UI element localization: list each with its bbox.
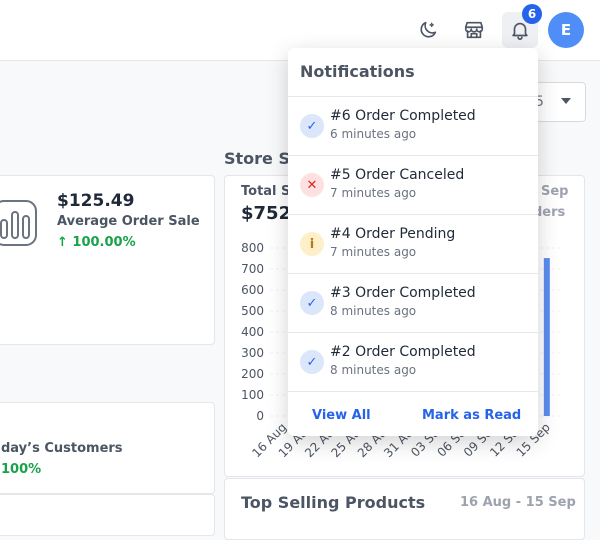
chevron-down-icon	[561, 98, 571, 104]
y-tick-label: 700	[241, 262, 264, 276]
view-all-link[interactable]: View All	[312, 408, 371, 423]
date-filter-value: 5	[535, 94, 544, 110]
y-tick-label: 200	[241, 367, 264, 381]
check-icon: ✓	[300, 114, 324, 138]
notifications-title: Notifications	[300, 62, 415, 81]
customers-change: 100%	[1, 462, 42, 477]
theme-moon-icon[interactable]	[410, 12, 446, 48]
y-tick-label: 300	[241, 346, 264, 360]
top-selling-card: Top Selling Products 16 Aug - 15 Sep	[224, 478, 585, 540]
notification-time: 7 minutes ago	[330, 245, 417, 259]
total-sales-label: Total Sa	[241, 184, 300, 199]
notification-item[interactable]: ✕ #5 Order Canceled 7 minutes ago	[288, 155, 538, 215]
y-tick-label: 100	[241, 388, 264, 402]
notification-time: 8 minutes ago	[330, 304, 417, 318]
notification-time: 6 minutes ago	[330, 127, 417, 141]
top-selling-date-range: 16 Aug - 15 Sep	[460, 495, 576, 510]
notification-item[interactable]: ✓ #3 Order Completed 8 minutes ago	[288, 273, 538, 333]
customers-label: day’s Customers	[1, 441, 123, 456]
notifications-footer: View All Mark as Read	[288, 391, 538, 437]
notification-count-badge: 6	[522, 4, 542, 24]
info-icon: i	[300, 232, 324, 256]
customers-card: day’s Customers 100%	[0, 402, 215, 494]
average-order-label: Average Order Sale	[57, 214, 200, 229]
y-tick-label: 800	[241, 241, 264, 255]
average-order-card: $125.49 Average Order Sale ↑ 100.00%	[0, 175, 215, 345]
notification-title: #2 Order Completed	[330, 344, 476, 360]
notifications-dropdown: Notifications ✓ #6 Order Completed 6 min…	[288, 48, 538, 436]
average-order-change: ↑ 100.00%	[57, 235, 136, 250]
notification-item[interactable]: ✓ #2 Order Completed 8 minutes ago	[288, 332, 538, 392]
avatar[interactable]: E	[548, 12, 584, 48]
mark-as-read-link[interactable]: Mark as Read	[422, 408, 522, 423]
notification-title: #5 Order Canceled	[330, 167, 465, 183]
sales-date-range: Sep	[541, 184, 569, 199]
notification-title: #4 Order Pending	[330, 226, 456, 242]
orders-label: ders	[533, 205, 566, 220]
y-tick-label: 400	[241, 325, 264, 339]
store-sales-title: Store S	[224, 149, 290, 168]
check-icon: ✓	[300, 291, 324, 315]
y-tick-label: 500	[241, 304, 264, 318]
store-icon[interactable]	[456, 12, 492, 48]
notification-title: #6 Order Completed	[330, 108, 476, 124]
notification-title: #3 Order Completed	[330, 285, 476, 301]
arrow-up-icon: ↑	[57, 235, 73, 250]
x-icon: ✕	[300, 173, 324, 197]
lower-card	[0, 494, 215, 536]
check-icon: ✓	[300, 350, 324, 374]
total-sales-value: $752	[241, 203, 292, 224]
y-tick-label: 600	[241, 283, 264, 297]
average-order-value: $125.49	[57, 191, 135, 211]
chart-bar	[543, 258, 550, 416]
bar-chart-icon	[0, 200, 37, 246]
top-selling-title: Top Selling Products	[241, 493, 426, 512]
notification-time: 7 minutes ago	[330, 186, 417, 200]
notification-item[interactable]: i #4 Order Pending 7 minutes ago	[288, 214, 538, 274]
notification-time: 8 minutes ago	[330, 363, 417, 377]
notification-item[interactable]: ✓ #6 Order Completed 6 minutes ago	[288, 96, 538, 156]
y-tick-label: 0	[256, 409, 264, 423]
